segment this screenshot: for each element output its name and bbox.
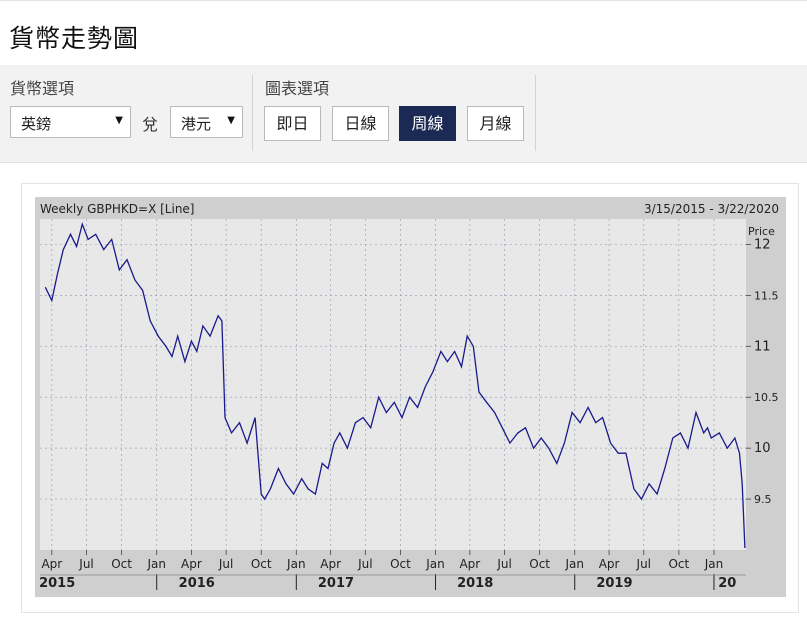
chart-panel: Weekly GBPHKD=X [Line] 3/15/2015 - 3/22/… — [21, 183, 799, 613]
x-tick-label: Oct — [390, 557, 411, 571]
x-tick-label: Apr — [459, 557, 480, 571]
plot-area — [40, 219, 746, 550]
y-tick-label: 11.5 — [754, 289, 779, 302]
x-tick-label: Jul — [218, 557, 233, 571]
y-tick-label: 10.5 — [754, 391, 779, 404]
year-label: 2017 — [318, 576, 354, 591]
x-tick-label: Jan — [704, 557, 724, 571]
vs-label: 兌 — [142, 115, 159, 134]
x-tick-label: Jul — [636, 557, 651, 571]
x-tick-label: Apr — [599, 557, 620, 571]
year-label: 2015 — [39, 576, 75, 591]
intraday-button[interactable]: 即日 — [264, 106, 321, 141]
x-tick-label: Oct — [529, 557, 550, 571]
page-title: 貨幣走勢圖 — [9, 24, 140, 53]
x-tick-label: Apr — [320, 557, 341, 571]
date-range: 3/15/2015 - 3/22/2020 — [644, 202, 779, 216]
section-divider — [252, 75, 253, 151]
monthly-button[interactable]: 月線 — [467, 106, 524, 141]
chevron-down-icon: ▼ — [227, 115, 235, 126]
x-tick-label: Jan — [286, 557, 306, 571]
x-tick-label: Jan — [146, 557, 166, 571]
y-tick-label: 10 — [754, 441, 771, 456]
x-tick-label: Jul — [496, 557, 511, 571]
page-header: 貨幣走勢圖 — [0, 0, 807, 66]
x-tick-label: Apr — [181, 557, 202, 571]
price-line — [44, 221, 746, 549]
x-tick-label: Jan — [564, 557, 584, 571]
weekly-button[interactable]: 周線 — [399, 106, 456, 141]
chevron-down-icon: ▼ — [115, 115, 123, 126]
to-currency-value: 港元 — [181, 115, 212, 133]
from-currency-value: 英鎊 — [21, 115, 52, 133]
y-tick-label: 11 — [754, 339, 771, 354]
year-label: 2016 — [179, 576, 215, 591]
y-axis-label: Price — [748, 225, 775, 238]
x-tick-label: Oct — [111, 557, 132, 571]
from-currency-select[interactable]: 英鎊 ▼ — [10, 106, 131, 138]
price-chart: Weekly GBPHKD=X [Line] 3/15/2015 - 3/22/… — [35, 197, 786, 597]
y-tick-label: 9.5 — [754, 493, 772, 506]
to-currency-select[interactable]: 港元 ▼ — [170, 106, 243, 138]
currency-options-label: 貨幣選項 — [10, 79, 75, 98]
year-label: 2018 — [457, 576, 493, 591]
x-tick-label: Apr — [41, 557, 62, 571]
y-tick-label: 12 — [754, 237, 771, 252]
chart-title: Weekly GBPHKD=X [Line] — [40, 202, 195, 216]
x-tick-label: Oct — [251, 557, 272, 571]
year-label: 2019 — [596, 576, 632, 591]
daily-button[interactable]: 日線 — [332, 106, 389, 141]
options-bar: 貨幣選項 英鎊 ▼ 兌 港元 ▼ 圖表選項 即日 日線 周線 月線 — [0, 65, 807, 163]
x-tick-label: Oct — [668, 557, 689, 571]
year-label: 20 — [718, 576, 736, 591]
x-tick-label: Jul — [357, 557, 372, 571]
x-tick-label: Jan — [425, 557, 445, 571]
section-divider — [535, 75, 536, 151]
chart-options-label: 圖表選項 — [265, 79, 330, 98]
x-tick-label: Jul — [78, 557, 93, 571]
